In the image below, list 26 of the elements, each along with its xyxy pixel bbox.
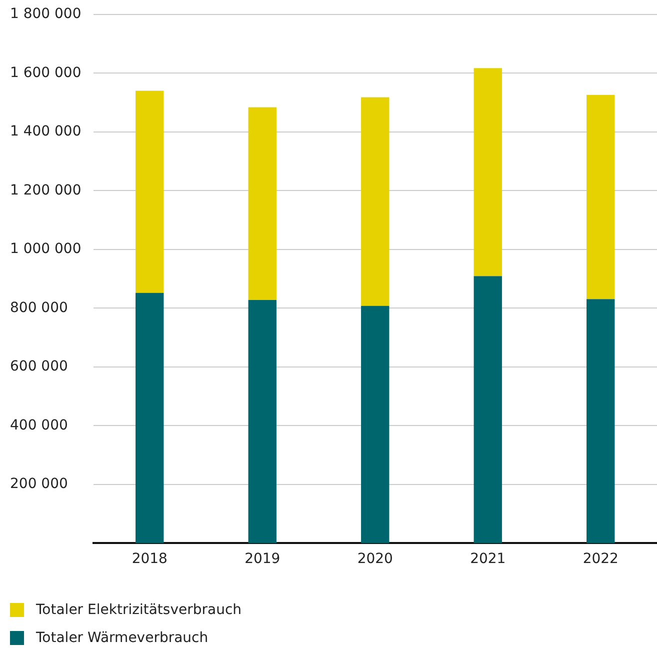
y-tick-label: 1 800 000 <box>10 6 82 22</box>
y-tick-label: 600 000 <box>10 358 68 375</box>
bar <box>248 107 276 300</box>
legend-label: Totaler Wärmeverbrauch <box>36 630 208 646</box>
y-tick-label: 1 600 000 <box>10 64 82 81</box>
x-tick-label: 2020 <box>357 551 393 568</box>
bar <box>361 97 390 306</box>
y-tick-label: 1 400 000 <box>10 124 82 140</box>
bar <box>474 68 502 276</box>
bar <box>248 300 276 544</box>
bar <box>361 306 390 544</box>
y-tick-label: 400 000 <box>10 417 68 434</box>
y-tick-label: 1 200 000 <box>10 182 82 198</box>
bar <box>474 276 502 544</box>
y-tick-label: 200 000 <box>10 476 68 492</box>
y-tick-label: 800 000 <box>10 300 68 316</box>
x-tick-label: 2018 <box>132 551 168 568</box>
y-tick-label: 1 000 000 <box>10 241 82 258</box>
bar <box>586 94 615 300</box>
x-tick-label: 2019 <box>244 551 280 568</box>
bar <box>586 299 615 544</box>
bar <box>136 90 164 293</box>
bar <box>136 292 164 544</box>
legend-label: Totaler Elektrizitätsverbrauch <box>36 602 242 618</box>
x-tick-label: 2021 <box>470 551 506 568</box>
x-tick-label: 2022 <box>582 551 618 568</box>
